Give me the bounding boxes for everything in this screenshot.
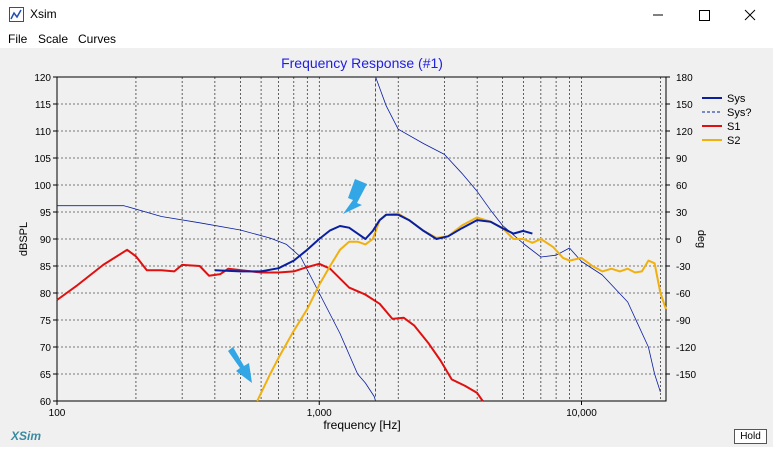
menu-scale[interactable]: Scale bbox=[38, 32, 69, 46]
y-right-tick-label: 30 bbox=[676, 208, 688, 219]
y-right-tick-label: -60 bbox=[676, 289, 691, 300]
chart-title: Frequency Response (#1) bbox=[281, 55, 443, 71]
y-left-tick-label: 60 bbox=[40, 397, 52, 408]
y-axis-left-label: dBSPL bbox=[18, 222, 30, 256]
chart-window: Frequency Response (#1) 120 115 110 105 100 9… bbox=[0, 48, 773, 447]
menu-bar: File Scale Curves bbox=[0, 30, 773, 48]
series-sys-line bbox=[214, 213, 533, 273]
arrow-annotation-lower-icon bbox=[228, 347, 252, 383]
y-left-tick-label: 115 bbox=[35, 100, 51, 111]
series-s2-line bbox=[256, 212, 667, 402]
window-title: Xsim bbox=[30, 7, 57, 21]
y-left-tick-label: 90 bbox=[40, 235, 52, 246]
grid bbox=[57, 77, 666, 401]
y-left-tick-label: 80 bbox=[40, 289, 52, 300]
y-left-tick-label: 70 bbox=[40, 343, 52, 354]
menu-file[interactable]: File bbox=[8, 32, 28, 46]
y-left-tick-label: 75 bbox=[40, 316, 52, 327]
y-right-tick-label: -120 bbox=[676, 343, 696, 354]
series-s1-line bbox=[56, 248, 484, 402]
close-button[interactable] bbox=[727, 0, 773, 30]
legend-label: S1 bbox=[727, 121, 740, 133]
x-axis-label: frequency [Hz] bbox=[323, 418, 400, 432]
y-left-tick-label: 100 bbox=[34, 181, 51, 192]
minimize-icon bbox=[653, 14, 663, 16]
frequency-response-chart: Frequency Response (#1) 120 115 110 105 100 9… bbox=[18, 55, 751, 432]
close-icon bbox=[744, 9, 756, 21]
y-left-tick-label: 95 bbox=[40, 208, 52, 219]
app-icon bbox=[9, 7, 24, 22]
y-right-tick-label: -90 bbox=[676, 316, 691, 327]
legend-label: S2 bbox=[727, 135, 740, 147]
y-left-tick-label: 85 bbox=[40, 262, 52, 273]
arrow-annotation-upper-icon bbox=[343, 179, 367, 214]
y-left-tick-label: 110 bbox=[35, 127, 51, 138]
x-tick-label: 1,000 bbox=[307, 408, 332, 419]
x-tick-label: 10,000 bbox=[566, 408, 597, 419]
y-axis-right-label: deg bbox=[695, 230, 707, 248]
title-bar: Xsim bbox=[0, 0, 773, 30]
y-left-tick-label: 105 bbox=[34, 154, 51, 165]
y-right-tick-label: 0 bbox=[676, 235, 682, 246]
hold-button[interactable]: Hold bbox=[734, 429, 767, 444]
legend-label: Sys bbox=[727, 93, 746, 105]
y-right-tick-label: -30 bbox=[676, 262, 691, 273]
series-sys-q-line bbox=[57, 76, 661, 402]
y-left-tick-label: 65 bbox=[40, 370, 52, 381]
menu-curves[interactable]: Curves bbox=[78, 32, 117, 46]
y-right-tick-label: 120 bbox=[676, 127, 693, 138]
maximize-icon bbox=[699, 10, 710, 21]
y-right-tick-label: 150 bbox=[676, 100, 693, 111]
xsim-brand: XSim bbox=[11, 429, 42, 443]
legend: Sys Sys? S1 S2 bbox=[702, 93, 751, 147]
minimize-button[interactable] bbox=[635, 0, 681, 30]
axis-ticks: 120 115 110 105 100 95 90 85 80 75 70 65 60 180 150 120… bbox=[34, 73, 696, 419]
y-right-tick-label: 60 bbox=[676, 181, 688, 192]
maximize-button[interactable] bbox=[681, 0, 727, 30]
x-tick-label: 100 bbox=[49, 408, 66, 419]
legend-label: Sys? bbox=[727, 107, 751, 119]
y-right-tick-label: 180 bbox=[676, 73, 693, 84]
y-right-tick-label: -150 bbox=[676, 370, 696, 381]
y-right-tick-label: 90 bbox=[676, 154, 688, 165]
series-lines bbox=[56, 76, 667, 402]
y-left-tick-label: 120 bbox=[34, 73, 51, 84]
